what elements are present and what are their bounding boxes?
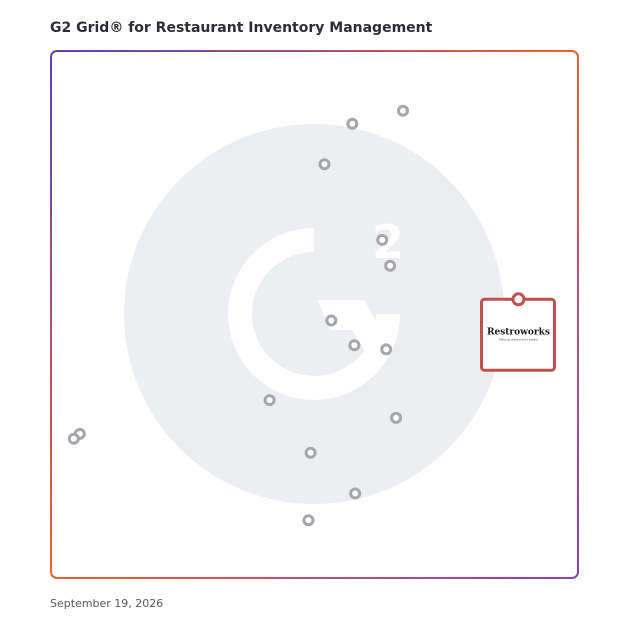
product-marker-2[interactable] — [346, 117, 359, 130]
report-date: September 19, 2026 — [50, 597, 164, 610]
product-marker-4[interactable] — [376, 233, 389, 246]
product-marker-3[interactable] — [318, 158, 331, 171]
product-marker-6[interactable] — [325, 314, 338, 327]
product-marker-8[interactable] — [380, 343, 393, 356]
product-marker-12[interactable] — [67, 432, 80, 445]
product-marker-5[interactable] — [384, 259, 397, 272]
highlighted-product-tagline: Making restaurants better — [499, 337, 539, 341]
grid-border — [50, 50, 579, 579]
product-marker-9[interactable] — [263, 394, 276, 407]
product-marker-15[interactable] — [302, 514, 315, 527]
product-marker-1[interactable] — [397, 104, 409, 117]
highlighted-product-logo: Restroworks — [487, 327, 550, 337]
product-marker-14[interactable] — [349, 487, 362, 500]
chart-title: G2 Grid® for Restaurant Inventory Manage… — [50, 20, 433, 36]
product-marker-10[interactable] — [390, 411, 403, 424]
highlighted-product-marker[interactable] — [511, 292, 526, 307]
product-marker-13[interactable] — [304, 446, 317, 459]
product-marker-7[interactable] — [348, 339, 361, 352]
